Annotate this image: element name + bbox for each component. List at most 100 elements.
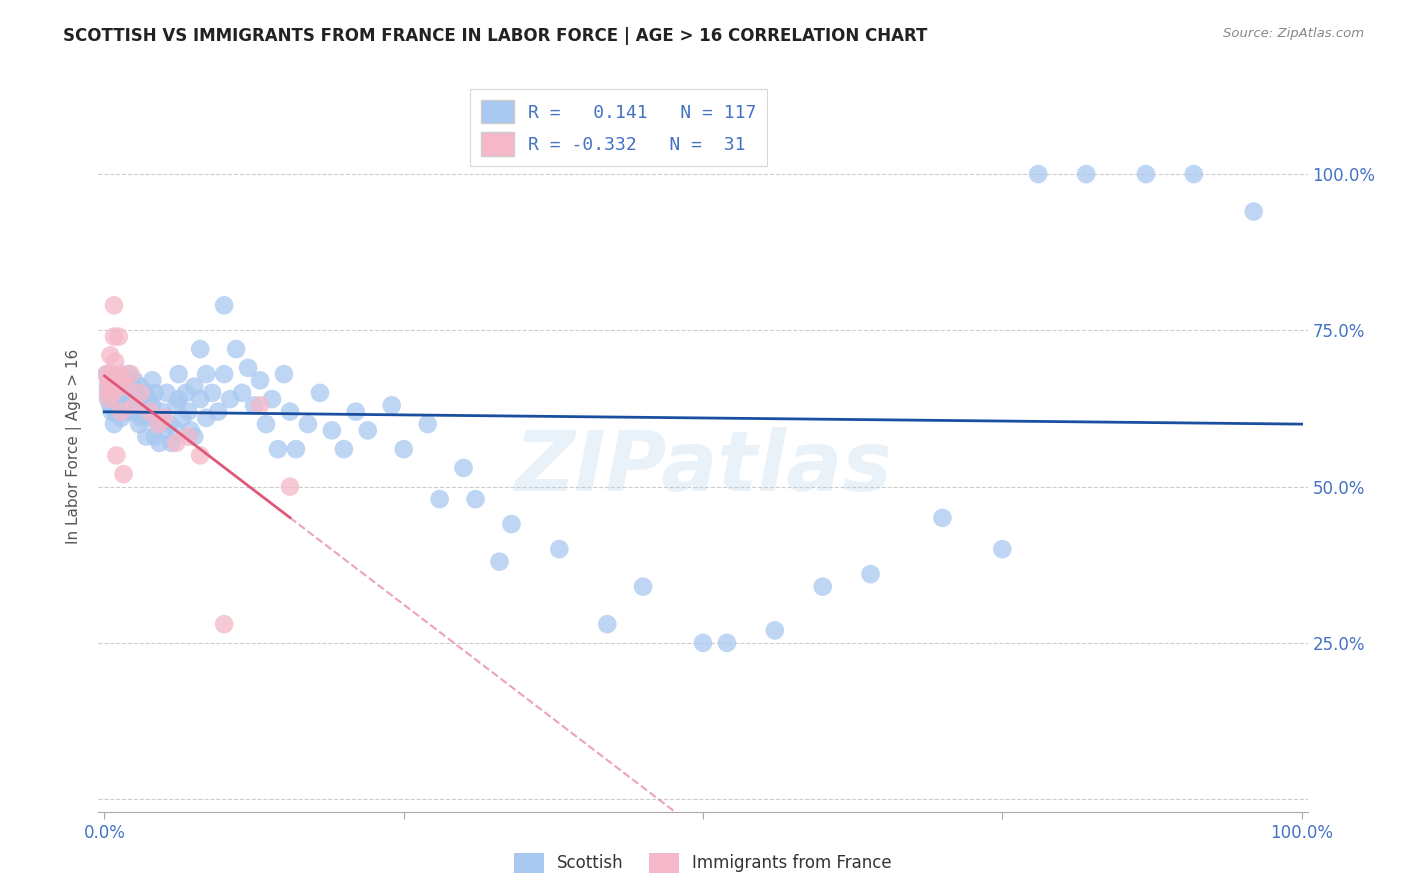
Point (122, 404, 145, 418)
Point (110, 379, 132, 393)
Legend: R =   0.141   N = 117, R = -0.332   N =  31: R = 0.141 N = 117, R = -0.332 N = 31 (470, 89, 768, 167)
Legend: Scottish, Immigrants from France: Scottish, Immigrants from France (508, 847, 898, 880)
Point (267, 442, 290, 457)
Point (716, 636, 738, 650)
Point (101, 385, 124, 400)
Point (309, 385, 332, 400)
Point (117, 385, 139, 400)
Point (143, 429, 166, 443)
Point (103, 298, 125, 312)
Point (107, 392, 129, 406)
Point (104, 354, 127, 368)
Point (103, 329, 125, 343)
Point (156, 385, 179, 400)
Point (101, 398, 124, 412)
Point (115, 379, 138, 393)
Point (357, 423, 380, 437)
Point (112, 467, 135, 482)
Point (100, 398, 122, 412)
Point (107, 329, 129, 343)
Point (97, 373, 120, 387)
Point (98, 379, 121, 393)
Point (284, 442, 307, 457)
Point (249, 373, 271, 387)
Point (153, 410, 176, 425)
Point (114, 392, 136, 406)
Point (117, 404, 139, 418)
Point (501, 517, 523, 532)
Point (273, 367, 295, 381)
Point (254, 417, 277, 431)
Point (1182, 167, 1205, 181)
Point (141, 373, 163, 387)
Point (100, 404, 122, 418)
Point (157, 417, 180, 431)
Point (165, 435, 187, 450)
Point (111, 404, 134, 418)
Point (183, 429, 205, 443)
Point (150, 404, 173, 418)
Point (148, 435, 170, 450)
Point (392, 442, 415, 457)
Point (121, 385, 143, 400)
Point (344, 404, 367, 418)
Point (111, 392, 134, 406)
Point (207, 404, 229, 418)
Point (132, 392, 155, 406)
Point (112, 385, 135, 400)
Point (183, 379, 205, 393)
Point (101, 385, 124, 400)
Point (120, 392, 142, 406)
Point (143, 385, 166, 400)
Point (174, 385, 197, 400)
Point (127, 398, 149, 412)
Point (141, 398, 163, 412)
Point (124, 398, 146, 412)
Point (128, 417, 150, 431)
Point (160, 435, 183, 450)
Point (243, 398, 266, 412)
Point (153, 423, 176, 437)
Point (177, 429, 200, 443)
Point (931, 511, 953, 525)
Point (188, 342, 211, 356)
Point (763, 624, 786, 638)
Point (139, 410, 162, 425)
Point (98, 385, 121, 400)
Point (167, 367, 190, 381)
Point (131, 410, 153, 425)
Point (219, 392, 242, 406)
Point (429, 492, 451, 507)
Point (115, 404, 138, 418)
Point (1074, 167, 1097, 181)
Point (278, 480, 301, 494)
Point (97, 385, 120, 400)
Point (107, 404, 129, 418)
Point (100, 392, 122, 406)
Text: ZIPatlas: ZIPatlas (515, 427, 891, 508)
Point (124, 392, 146, 406)
Point (212, 617, 235, 632)
Point (195, 367, 218, 381)
Point (117, 367, 139, 381)
Point (124, 404, 146, 418)
Point (148, 417, 170, 431)
Point (105, 379, 128, 393)
Point (991, 542, 1014, 557)
Point (98, 373, 121, 387)
Point (100, 348, 122, 362)
Point (97, 392, 120, 406)
Point (120, 367, 142, 381)
Y-axis label: In Labor Force | Age > 16: In Labor Force | Age > 16 (66, 349, 83, 543)
Point (260, 392, 283, 406)
Point (1243, 204, 1265, 219)
Point (464, 492, 486, 507)
Point (416, 417, 439, 431)
Point (129, 379, 152, 393)
Point (111, 373, 134, 387)
Point (201, 385, 224, 400)
Point (98, 392, 121, 406)
Point (297, 417, 319, 431)
Point (249, 398, 271, 412)
Point (124, 373, 146, 387)
